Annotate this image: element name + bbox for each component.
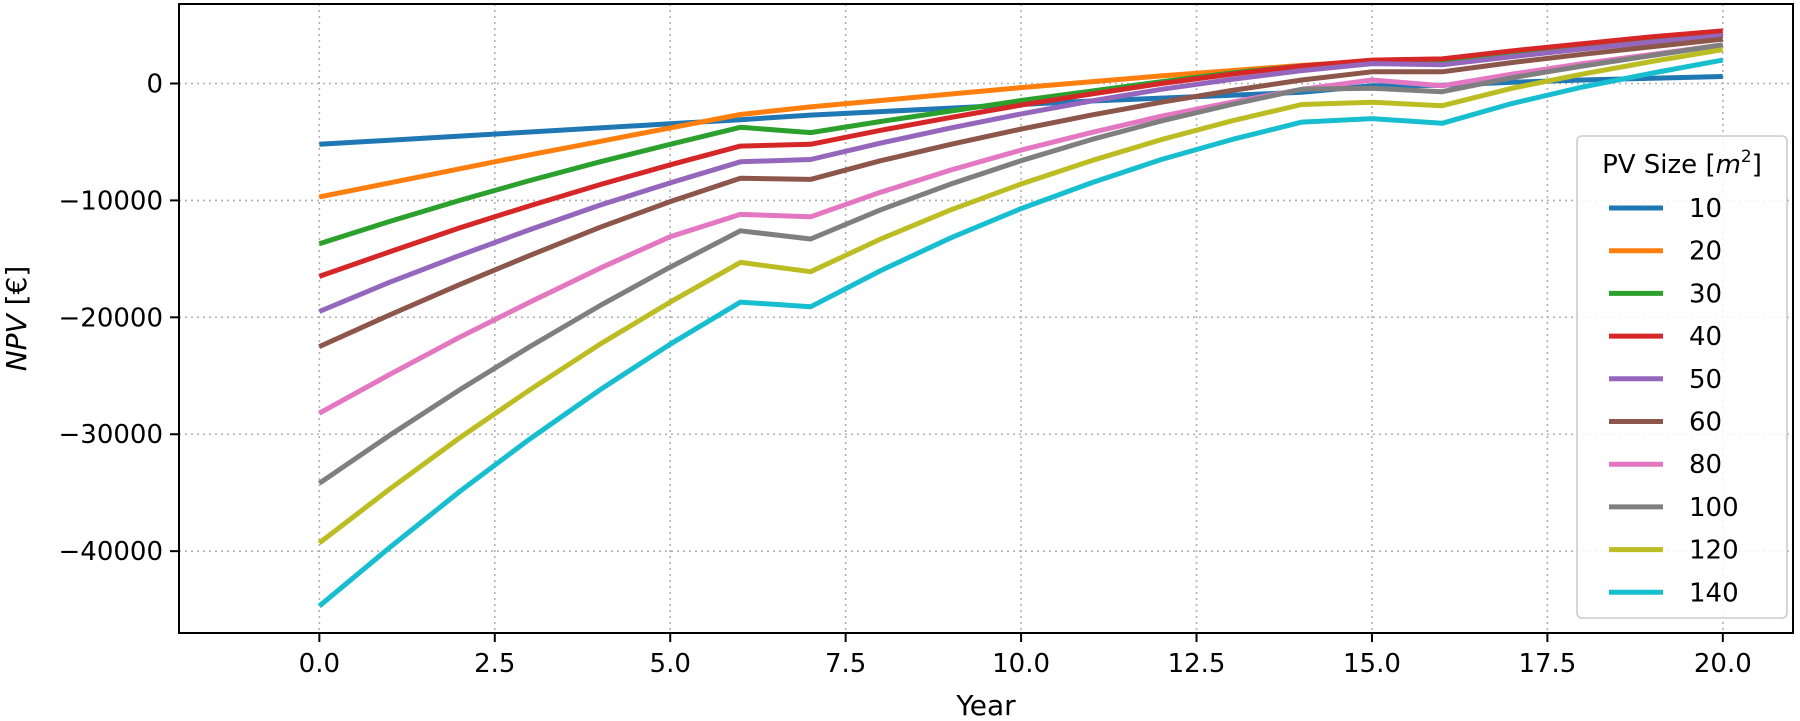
grid-layer [179,4,1793,633]
tick-layer: 0.0 2.5 5.0 7.5 10.0 12.5 15.0 17.5 20.0 −40000 −3… [59,70,1752,679]
legend-label-20: 20 [1689,237,1722,267]
series-line-60 [318,36,1724,349]
x-tick-label: 12.5 [1168,649,1226,679]
y-axis-label-name: NPV [0,312,33,371]
legend-label-10: 10 [1689,194,1722,224]
series-line-80 [318,42,1724,416]
legend-title-suffix: ] [1752,150,1762,180]
legend-title-sup: 2 [1741,147,1752,167]
series-line-30 [318,31,1724,247]
series-line-120 [317,47,1724,545]
legend-label-140: 140 [1689,578,1739,608]
legend-label-60: 60 [1689,408,1722,438]
legend: PV Size [m2] 10 20 30 40 50 60 80 100 120 140 [1576,135,1788,619]
y-tick-label: −30000 [59,420,164,450]
legend-label-40: 40 [1689,322,1722,352]
legend-title: PV Size [m2] [1602,147,1762,180]
legend-label-80: 80 [1689,450,1722,480]
series-line-40 [318,28,1724,279]
x-tick-label: 17.5 [1518,649,1576,679]
y-tick-label: −40000 [59,537,164,567]
x-axis-label: Year [955,689,1016,721]
y-tick-label: 0 [146,70,163,100]
legend-label-50: 50 [1689,365,1722,395]
y-tick-label: −10000 [59,186,164,216]
legend-title-prefix: PV Size [ [1602,150,1716,180]
x-tick-label: 0.0 [299,649,340,679]
legend-label-100: 100 [1689,493,1739,523]
legend-box [1576,135,1788,619]
legend-label-30: 30 [1689,279,1722,309]
x-tick-label: 20.0 [1694,649,1752,679]
x-tick-label: 15.0 [1343,649,1401,679]
series-line-140 [317,57,1724,609]
y-axis-label-unit: [€] [0,266,33,315]
x-tick-label: 10.0 [992,649,1050,679]
y-axis-label: NPV [€] [0,266,33,372]
series-line-100 [317,42,1724,486]
x-tick-label: 5.0 [650,649,691,679]
legend-label-120: 120 [1689,536,1739,566]
plot-area-frame [178,3,1794,634]
legend-title-var: m [1716,150,1741,180]
series-line-50 [318,33,1724,314]
series-layer [317,28,1724,609]
x-tick-label: 2.5 [474,649,515,679]
x-tick-label: 7.5 [825,649,866,679]
y-tick-label: −20000 [59,303,164,333]
legend-items: 10 20 30 40 50 60 80 100 120 140 [1609,194,1739,608]
